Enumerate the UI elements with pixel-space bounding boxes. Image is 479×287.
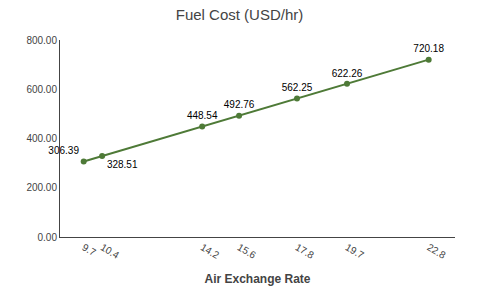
svg-text:800.00: 800.00: [26, 35, 57, 46]
svg-text:306.39: 306.39: [48, 145, 79, 156]
svg-text:17.8: 17.8: [294, 242, 317, 261]
svg-text:328.51: 328.51: [107, 159, 138, 170]
svg-text:622.26: 622.26: [332, 68, 363, 79]
svg-text:448.54: 448.54: [187, 110, 218, 121]
svg-text:600.00: 600.00: [26, 84, 57, 95]
svg-text:10.4: 10.4: [99, 242, 122, 261]
svg-text:720.18: 720.18: [413, 43, 444, 54]
svg-text:0.00: 0.00: [38, 232, 58, 243]
svg-text:562.25: 562.25: [282, 82, 313, 93]
svg-text:200.00: 200.00: [26, 182, 57, 193]
svg-text:Air Exchange Rate: Air Exchange Rate: [204, 272, 310, 286]
svg-text:19.7: 19.7: [344, 242, 367, 261]
svg-text:9.7: 9.7: [80, 242, 98, 259]
svg-text:Fuel Cost (USD/hr): Fuel Cost (USD/hr): [176, 6, 304, 23]
svg-text:22.8: 22.8: [425, 242, 448, 261]
svg-text:400.00: 400.00: [26, 133, 57, 144]
svg-text:15.6: 15.6: [236, 242, 259, 261]
svg-text:492.76: 492.76: [224, 99, 255, 110]
svg-text:14.2: 14.2: [199, 242, 222, 261]
